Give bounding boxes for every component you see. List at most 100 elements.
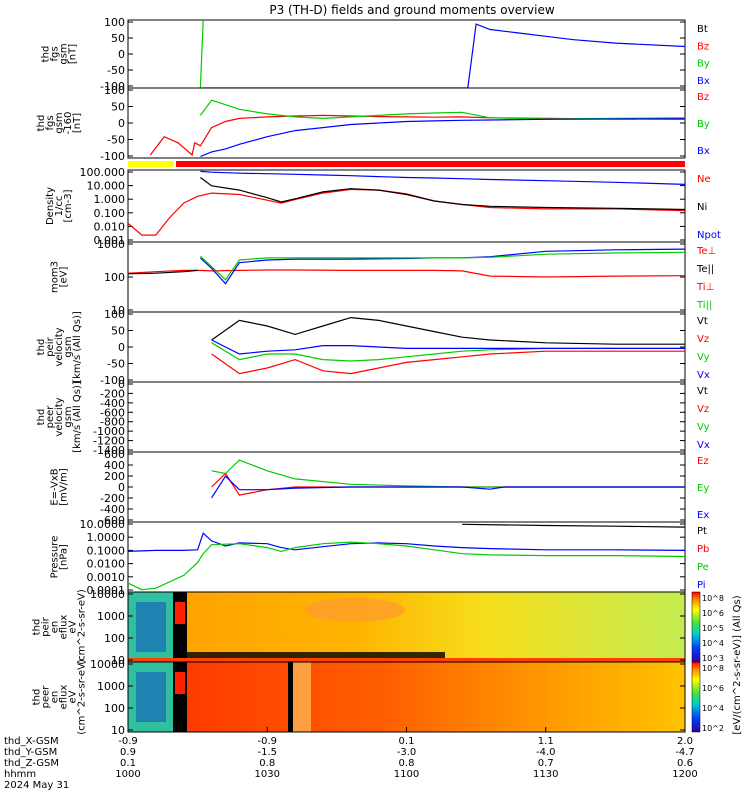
y-axis-label: [nT] — [72, 113, 83, 133]
panel-frame — [127, 311, 686, 383]
y-tick-label: 50 — [111, 101, 125, 114]
x-row-value: 1030 — [255, 769, 280, 780]
status-yellow — [128, 161, 174, 167]
y-tick-label: 600 — [104, 448, 125, 461]
legend-label: By — [697, 119, 710, 130]
y-axis-label: fgs — [45, 115, 56, 130]
colorbar-tick-label: 10^5 — [702, 624, 724, 633]
series-line-Pe — [128, 541, 685, 591]
y-axis-label: Pressure — [50, 536, 61, 579]
x-row-value: -0.9 — [118, 736, 138, 747]
y-tick-label: 100.000 — [80, 166, 126, 179]
y-tick-label: 100 — [104, 308, 125, 321]
y-axis-label: Density — [45, 187, 56, 225]
series-line-Ni — [200, 177, 685, 211]
y-axis-label: gsm — [63, 336, 74, 357]
y-axis-label: peer — [45, 405, 56, 429]
y-tick-label: 0.0001 — [87, 584, 126, 597]
x-date-label: 2024 May 31 — [4, 780, 69, 791]
y-axis-label: peer — [41, 685, 52, 709]
y-axis-label: [cm-3] — [63, 189, 74, 222]
y-tick-label: 100 — [104, 16, 125, 29]
spec-blob — [305, 598, 405, 622]
legend-label: Bt — [697, 24, 708, 35]
legend-label: Pt — [697, 526, 707, 537]
x-row-value: 1.1 — [538, 736, 554, 747]
panel-frame — [127, 521, 686, 593]
y-axis-label: thd — [36, 115, 47, 132]
series-line-Ti — [199, 248, 685, 285]
legend-label: Vx — [697, 440, 710, 451]
series-line-Bx — [200, 118, 685, 158]
y-tick-label: 0.0010 — [87, 571, 126, 584]
y-axis-label: [nPa] — [59, 544, 70, 570]
y-tick-label: 10 — [111, 654, 125, 667]
legend-label: Bz — [697, 41, 709, 52]
series-group — [128, 523, 685, 591]
y-tick-label: 0.010 — [94, 220, 126, 233]
legend-label: Ti|| — [696, 300, 712, 311]
y-tick-label: 10000 — [90, 588, 125, 601]
y-tick-label: -50 — [107, 134, 125, 147]
legend-label: Te⊥ — [696, 246, 716, 257]
series-group — [199, 20, 685, 88]
colorbar-tick-label: 10^6 — [702, 609, 724, 618]
y-tick-label: -200 — [100, 387, 125, 400]
legend-label: Ey — [697, 483, 709, 494]
x-row-value: -4.0 — [536, 747, 556, 758]
y-tick-label: 0.1000 — [87, 544, 126, 557]
series-group — [128, 170, 685, 236]
y-axis-label: thd — [32, 619, 43, 636]
x-row-value: 0.8 — [399, 758, 415, 769]
legend-label: Vt — [697, 316, 708, 327]
spectrogram — [128, 662, 685, 732]
spec-noise — [136, 672, 166, 722]
panel-peir-spec: 10000 1000 100 10 thdpeirenefluxeV(cm^2-s-sr… — [32, 588, 686, 667]
colorbar-tick-label: 10^6 — [702, 684, 724, 693]
y-tick-label: 0 — [118, 481, 125, 494]
y-axis-label: fgs — [50, 46, 61, 61]
x-row-label: thd_Z-GSM — [4, 758, 59, 769]
panel-peer-spec: 10000 1000 100 10 thdpeerenefluxeV(cm^2-s-sr… — [32, 658, 686, 737]
colorbar-tick-label: 10^2 — [702, 724, 724, 733]
series-line-Ex — [211, 475, 685, 499]
y-tick-label: -400 — [100, 503, 125, 516]
spec-dropout — [288, 662, 293, 732]
y-axis-label: eV — [68, 620, 79, 633]
y-tick-label: -100 — [100, 150, 125, 163]
series-group — [211, 459, 685, 499]
y-axis-label: [km/s (All Qs)] — [72, 311, 83, 383]
legend-label: Bz — [697, 92, 709, 103]
legend-label: Vz — [697, 334, 709, 345]
spec-hot — [175, 672, 185, 694]
series-line-Bx — [203, 23, 685, 88]
y-tick-label: 0 — [118, 341, 125, 354]
colorbar-tick-label: 10^3 — [702, 654, 724, 663]
x-row-value: 0.8 — [259, 758, 275, 769]
spec-band — [185, 662, 685, 732]
legend-label: Ez — [697, 456, 709, 467]
y-axis-label: -160 — [63, 112, 74, 135]
spec-noise — [136, 602, 166, 652]
x-row-value: 1130 — [533, 769, 558, 780]
x-row-label: thd_Y-GSM — [4, 747, 57, 758]
panel-frame — [127, 19, 686, 89]
x-row-value: -3.0 — [397, 747, 417, 758]
y-axis-label: peir — [45, 336, 56, 356]
spec-floor — [185, 652, 445, 662]
y-axis-label: E=-VxB — [50, 468, 61, 505]
y-tick-label: 1000 — [97, 238, 125, 251]
x-axis-labels: thd_X-GSM -0.9 -0.9 0.1 1.1 2.0 thd_Y-GSM 0.9 -1… — [4, 727, 698, 791]
y-tick-label: 0 — [118, 117, 125, 130]
y-tick-label: 0.001 — [94, 234, 126, 247]
y-tick-label: 1000 — [97, 610, 125, 623]
y-axis-label: en — [50, 621, 61, 634]
series-line-Vx — [211, 339, 685, 355]
panel-frame — [127, 241, 686, 313]
y-tick-label: 100 — [104, 702, 125, 715]
